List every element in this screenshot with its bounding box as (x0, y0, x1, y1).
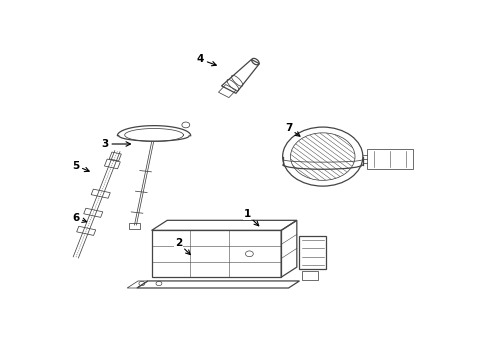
Text: 5: 5 (72, 161, 89, 172)
Text: 4: 4 (196, 54, 216, 66)
Text: 6: 6 (72, 213, 86, 223)
Text: 2: 2 (175, 238, 190, 255)
Text: 3: 3 (102, 139, 130, 149)
Text: 7: 7 (284, 123, 299, 136)
Text: 1: 1 (243, 209, 258, 226)
